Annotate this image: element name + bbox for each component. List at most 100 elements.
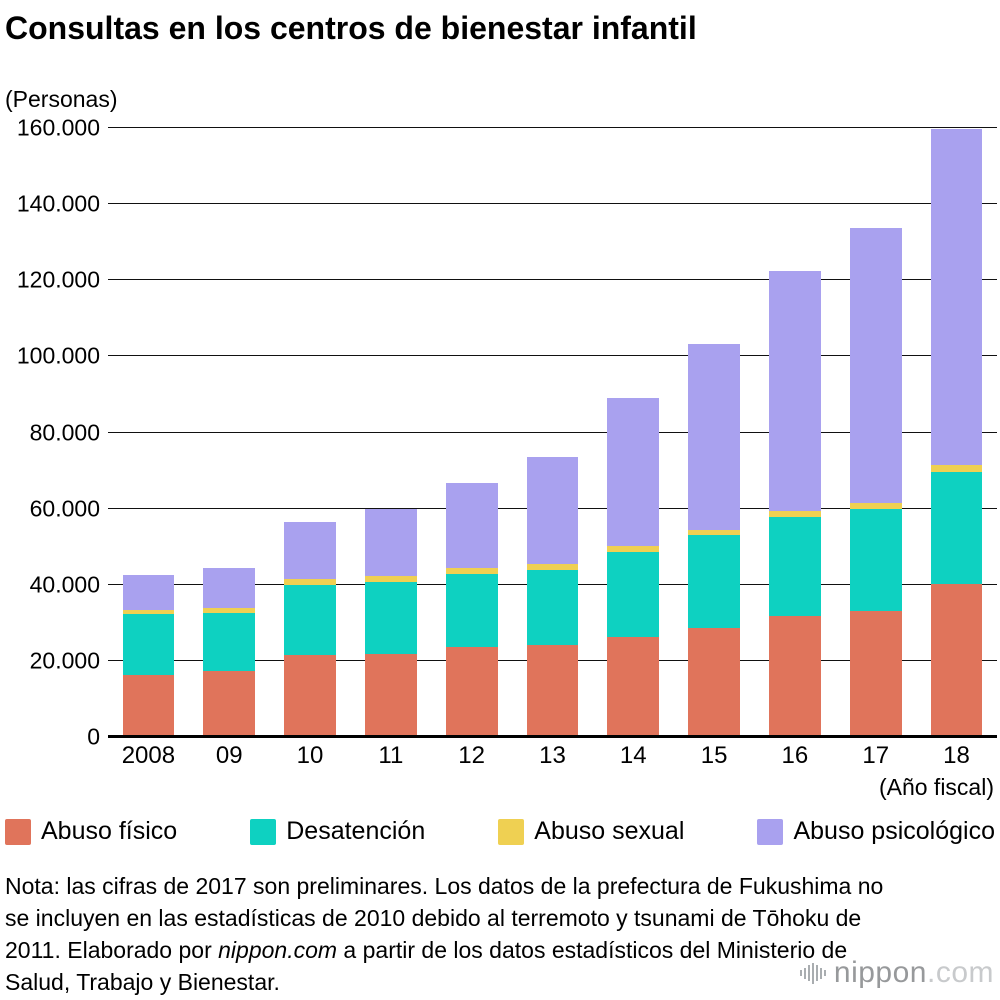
bar-column bbox=[512, 128, 593, 737]
x-tick-label: 16 bbox=[781, 742, 809, 769]
bar-segment bbox=[122, 674, 175, 737]
bar-segment bbox=[849, 502, 902, 509]
bar-segment bbox=[607, 545, 660, 552]
chart-title: Consultas en los centros de bienestar in… bbox=[5, 10, 697, 46]
stacked-bar bbox=[769, 128, 821, 737]
bar-segment bbox=[849, 228, 902, 503]
x-axis-line bbox=[108, 735, 997, 738]
gridline bbox=[108, 279, 997, 281]
x-axis-unit-label: (Año fiscal) bbox=[878, 774, 994, 800]
bars bbox=[108, 128, 997, 737]
bar-segment bbox=[769, 615, 821, 737]
bar-segment bbox=[769, 511, 821, 518]
legend-swatch bbox=[250, 818, 277, 845]
bar-segment bbox=[849, 508, 902, 611]
x-tick-label: 11 bbox=[378, 742, 404, 769]
x-tick-label: 2008 bbox=[121, 742, 176, 769]
bar-segment bbox=[607, 637, 660, 737]
stacked-bar bbox=[607, 128, 660, 737]
y-tick-label: 20.000 bbox=[29, 647, 100, 674]
footnote-text-after: a partir de los datos estadísticos del M… bbox=[5, 937, 848, 995]
nippon-logo-text: nippon bbox=[833, 956, 927, 989]
bar-column bbox=[108, 128, 189, 737]
legend-swatch bbox=[5, 818, 31, 845]
bar-segment bbox=[203, 612, 256, 671]
bar-segment bbox=[526, 644, 579, 737]
bar-column bbox=[835, 128, 916, 737]
y-tick-label: 80.000 bbox=[29, 419, 100, 445]
bar-column bbox=[755, 128, 836, 737]
y-axis-unit-label: (Personas) bbox=[5, 86, 118, 112]
bar-segment bbox=[203, 607, 256, 613]
footnote-nippon-com: nippon.com bbox=[218, 937, 338, 963]
bar-segment bbox=[688, 535, 740, 629]
y-tick-label: 160.000 bbox=[16, 114, 100, 141]
bar-segment bbox=[284, 654, 336, 737]
legend-label: Desatención bbox=[286, 817, 426, 845]
gridline bbox=[108, 127, 997, 128]
gridline bbox=[108, 355, 997, 357]
legend-swatch bbox=[498, 818, 525, 845]
x-tick-label: 12 bbox=[458, 742, 485, 769]
bar-segment bbox=[930, 584, 983, 737]
bar-segment bbox=[364, 509, 417, 577]
bar-segment bbox=[122, 614, 175, 675]
bar-segment bbox=[930, 471, 983, 584]
y-tick-label: 60.000 bbox=[29, 495, 100, 522]
bar-segment bbox=[445, 483, 498, 569]
stacked-bar bbox=[445, 128, 498, 737]
plot-area bbox=[108, 127, 997, 738]
bar-segment bbox=[445, 568, 498, 574]
x-tick-label: 13 bbox=[539, 742, 566, 769]
y-tick-label: 140.000 bbox=[16, 190, 100, 217]
bar-segment bbox=[688, 344, 740, 530]
legend-label: Abuso psicológico bbox=[793, 817, 995, 845]
stacked-bar bbox=[930, 128, 983, 737]
bar-column bbox=[431, 128, 512, 737]
stacked-bar bbox=[122, 128, 175, 737]
legend-item: Abuso psicológico bbox=[757, 817, 995, 846]
bar-segment bbox=[364, 582, 417, 654]
stacked-bar bbox=[849, 128, 902, 737]
legend-label: Abuso físico bbox=[41, 817, 178, 845]
bar-segment bbox=[284, 579, 336, 585]
bar-segment bbox=[364, 576, 417, 583]
y-tick-label: 40.000 bbox=[29, 571, 100, 598]
y-tick-label: 0 bbox=[87, 723, 100, 750]
bar-segment bbox=[445, 573, 498, 648]
bar-segment bbox=[203, 670, 256, 737]
y-tick-label: 100.000 bbox=[16, 342, 100, 369]
y-tick-label: 120.000 bbox=[16, 266, 100, 293]
bar-column bbox=[350, 128, 431, 737]
bar-column bbox=[593, 128, 674, 737]
legend-label: Abuso sexual bbox=[534, 817, 685, 845]
bar-column bbox=[674, 128, 755, 737]
legend-item: Abuso físico bbox=[5, 817, 177, 846]
bar-segment bbox=[849, 610, 902, 737]
bar-segment bbox=[122, 574, 175, 610]
stacked-bar bbox=[364, 128, 417, 737]
y-axis-labels: 0 20.000 40.000 60.000 80.000 100.000 120.000 1… bbox=[0, 115, 100, 750]
bar-segment bbox=[526, 564, 579, 571]
gridline bbox=[108, 203, 997, 205]
stacked-bar bbox=[203, 128, 256, 737]
stacked-bar bbox=[284, 128, 336, 737]
bar-segment bbox=[607, 551, 660, 638]
bar-segment bbox=[284, 584, 336, 655]
stacked-bar bbox=[688, 128, 740, 737]
bar-segment bbox=[930, 128, 983, 466]
bar-column bbox=[916, 128, 997, 737]
bar-segment bbox=[607, 398, 660, 546]
footnote: Nota: las cifras de 2017 son preliminare… bbox=[5, 870, 910, 998]
legend-swatch bbox=[757, 818, 784, 845]
nippon-logo-waveform-icon bbox=[799, 962, 828, 984]
x-tick-label: 17 bbox=[862, 742, 890, 769]
x-tick-label: 14 bbox=[619, 742, 647, 769]
legend-item: Desatención bbox=[250, 817, 425, 846]
bar-segment bbox=[688, 628, 740, 737]
footnote-text-before: Nota: las cifras de 2017 son preliminare… bbox=[5, 873, 884, 963]
bar-segment bbox=[364, 653, 417, 737]
x-axis-labels: 2008 09 10 11 12 13 14 15 16 17 18 bbox=[108, 742, 997, 770]
nippon-logo: nippon .com bbox=[799, 956, 994, 990]
bar-segment bbox=[526, 570, 579, 645]
